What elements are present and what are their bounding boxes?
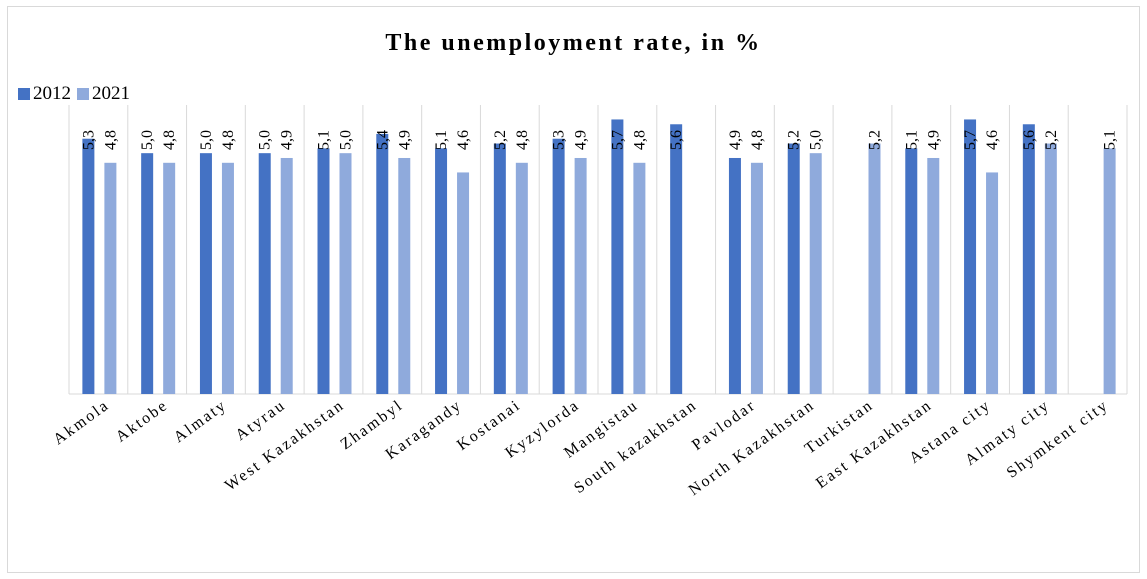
bar-2021-almaty bbox=[221, 162, 234, 394]
bar-2012-kyzylorda bbox=[552, 138, 565, 394]
data-label-2021-mangistau: 4,8 bbox=[631, 130, 648, 150]
legend-swatch-2012 bbox=[18, 88, 30, 100]
bar-2021-atyrau bbox=[280, 157, 293, 394]
data-label-2021-east-kazakhstan: 4,9 bbox=[925, 130, 942, 150]
bar-2021-mangistau bbox=[633, 162, 646, 394]
data-label-2012-mangistau: 5,7 bbox=[609, 130, 626, 150]
data-label-2012-zhambyl: 5,4 bbox=[374, 130, 391, 150]
data-label-2021-akmola: 4,8 bbox=[102, 130, 119, 150]
data-label-2012-pavlodar: 4,9 bbox=[727, 130, 744, 150]
data-label-2012-almaty: 5,0 bbox=[198, 130, 215, 150]
bar-2021-karagandy bbox=[457, 172, 470, 394]
data-label-2012-aktobe: 5,0 bbox=[139, 130, 156, 150]
bar-2012-south-kazakhstan bbox=[670, 124, 683, 395]
bar-2021-north-kazakhstan bbox=[809, 153, 822, 394]
legend-item-2021: 2021 bbox=[77, 83, 130, 105]
data-label-2012-akmola: 5,3 bbox=[80, 130, 97, 150]
data-label-2021-astana-city: 4,6 bbox=[984, 130, 1001, 150]
x-tick-label-aktobe: Aktobe bbox=[113, 396, 172, 445]
bar-2021-pavlodar bbox=[750, 162, 763, 394]
data-label-2021-west-kazakhstan: 5,0 bbox=[338, 130, 355, 150]
data-label-2021-almaty: 4,8 bbox=[220, 130, 237, 150]
bar-2012-pavlodar bbox=[728, 157, 741, 394]
data-label-2021-kostanai: 4,8 bbox=[514, 130, 531, 150]
data-label-2012-west-kazakhstan: 5,1 bbox=[316, 130, 333, 150]
legend-item-2012: 2012 bbox=[18, 83, 71, 105]
legend-label-2021: 2021 bbox=[92, 83, 130, 104]
data-label-2012-kyzylorda: 5,3 bbox=[551, 130, 568, 150]
data-label-2021-kyzylorda: 4,9 bbox=[573, 130, 590, 150]
bar-2012-almaty-city bbox=[1022, 124, 1035, 395]
bar-2012-aktobe bbox=[141, 153, 154, 394]
data-label-2012-kostanai: 5,2 bbox=[492, 130, 509, 150]
bar-2012-mangistau bbox=[611, 119, 624, 394]
legend-label-2012: 2012 bbox=[33, 83, 71, 104]
bar-2012-zhambyl bbox=[376, 133, 389, 394]
bar-2012-north-kazakhstan bbox=[787, 143, 800, 394]
data-label-2012-astana-city: 5,7 bbox=[962, 130, 979, 150]
data-label-2012-north-kazakhstan: 5,2 bbox=[786, 130, 803, 150]
data-label-2021-zhambyl: 4,9 bbox=[396, 130, 413, 150]
bar-2012-akmola bbox=[82, 138, 95, 394]
bar-2021-almaty-city bbox=[1044, 143, 1057, 394]
bar-2021-turkistan bbox=[868, 143, 881, 394]
data-label-2021-atyrau: 4,9 bbox=[279, 130, 296, 150]
x-tick-label-almaty: Almaty bbox=[171, 396, 231, 446]
bar-2021-east-kazakhstan bbox=[927, 157, 940, 394]
bar-2012-kostanai bbox=[493, 143, 506, 394]
bar-2021-west-kazakhstan bbox=[339, 153, 352, 394]
data-label-2012-east-kazakhstan: 5,1 bbox=[903, 130, 920, 150]
data-label-2021-almaty-city: 5,2 bbox=[1043, 130, 1060, 150]
bar-2021-kostanai bbox=[515, 162, 528, 394]
bar-2012-almaty bbox=[199, 153, 212, 394]
data-label-2012-karagandy: 5,1 bbox=[433, 130, 450, 150]
x-tick-label-shymkent-city: Shymkent city bbox=[1004, 396, 1112, 481]
bar-2012-karagandy bbox=[435, 148, 448, 394]
data-label-2012-atyrau: 5,0 bbox=[257, 130, 274, 150]
bar-2012-west-kazakhstan bbox=[317, 148, 330, 394]
chart-legend: 2012 2021 bbox=[18, 82, 136, 106]
data-label-2012-south-kazakhstan: 5,6 bbox=[668, 130, 685, 150]
bar-2021-kyzylorda bbox=[574, 157, 587, 394]
data-label-2012-almaty-city: 5,6 bbox=[1021, 130, 1038, 150]
bar-2012-astana-city bbox=[964, 119, 977, 394]
legend-swatch-2021 bbox=[77, 88, 89, 100]
bar-2021-shymkent-city bbox=[1103, 148, 1116, 394]
bar-2021-astana-city bbox=[986, 172, 999, 394]
data-label-2021-turkistan: 5,2 bbox=[867, 130, 884, 150]
data-label-2021-pavlodar: 4,8 bbox=[749, 130, 766, 150]
bar-2021-zhambyl bbox=[398, 157, 411, 394]
data-label-2021-shymkent-city: 5,1 bbox=[1102, 130, 1119, 150]
bar-2021-akmola bbox=[104, 162, 117, 394]
data-label-2021-aktobe: 4,8 bbox=[161, 130, 178, 150]
bar-2012-atyrau bbox=[258, 153, 271, 394]
data-label-2021-karagandy: 4,6 bbox=[455, 130, 472, 150]
x-tick-label-akmola: Akmola bbox=[50, 396, 112, 448]
bar-2021-aktobe bbox=[163, 162, 176, 394]
data-label-2021-north-kazakhstan: 5,0 bbox=[808, 130, 825, 150]
bar-2012-east-kazakhstan bbox=[905, 148, 918, 394]
chart-title: The unemployment rate, in % bbox=[385, 30, 762, 56]
